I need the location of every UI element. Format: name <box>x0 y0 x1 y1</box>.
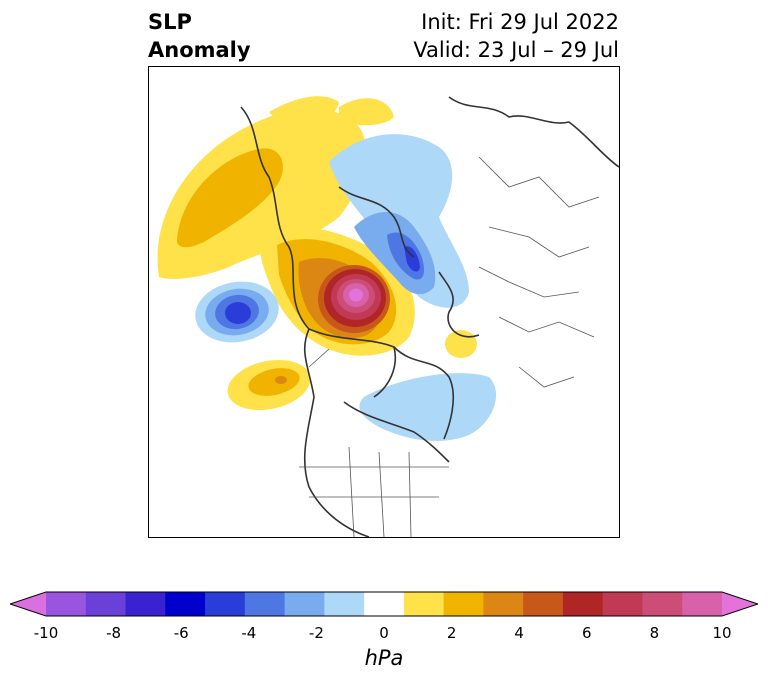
colorbar-tick-label: -8 <box>106 624 122 642</box>
colorbar-tick-label: -6 <box>173 624 189 642</box>
title-left: SLP Anomaly <box>148 8 251 64</box>
title-right: Init: Fri 29 Jul 2022 Valid: 23 Jul – 29… <box>413 8 619 64</box>
colorbar-cell <box>324 592 365 616</box>
anomaly-positive-atlantic-small <box>445 330 477 358</box>
coastlines <box>240 96 619 537</box>
colorbar-tick-label: 4 <box>514 624 524 642</box>
anomaly-negative-barents <box>329 134 469 308</box>
title-left-line2: Anomaly <box>148 38 251 62</box>
colorbar-cell <box>602 592 643 616</box>
colorbar-cell <box>562 592 604 616</box>
colorbar-cell <box>205 592 246 616</box>
colorbar-tick-label: 0 <box>379 624 389 642</box>
colorbar-cell <box>642 592 683 616</box>
colorbar-cell <box>284 592 325 616</box>
colorbar-outline <box>10 591 758 617</box>
slp-anomaly-map <box>157 96 619 537</box>
title-right-line1: Init: Fri 29 Jul 2022 <box>421 10 619 34</box>
colorbar-cell <box>523 592 564 616</box>
colorbar-tick-label: -4 <box>241 624 257 642</box>
colorbar-cell <box>85 592 127 616</box>
colorbar-tick-label: 6 <box>582 624 592 642</box>
colorbar-cell <box>244 592 286 616</box>
anomaly-positive-arctic-high <box>260 227 415 356</box>
title-left-line1: SLP <box>148 10 192 34</box>
title-right-line2: Valid: 23 Jul – 29 Jul <box>413 38 619 62</box>
colorbar-tick-label: -2 <box>308 624 324 642</box>
colorbar-cell <box>483 592 524 616</box>
colorbar-cell <box>403 592 445 616</box>
colorbar-tick-label: 8 <box>649 624 660 642</box>
colorbar-extend-max <box>722 592 758 616</box>
map-panel <box>148 66 620 538</box>
colorbar-tick-label: 10 <box>712 624 732 642</box>
anomaly-positive-nw-pacific <box>157 96 394 279</box>
colorbar-cell <box>46 592 87 616</box>
anomaly-negative-north-atlantic <box>359 373 497 441</box>
colorbar-cell <box>125 592 166 616</box>
colorbar-cell <box>165 592 206 616</box>
anomaly-positive-eastern-pacific <box>227 359 311 411</box>
political-borders <box>299 156 600 537</box>
colorbar-cell <box>443 592 484 616</box>
colorbar <box>10 591 758 617</box>
colorbar-unit-label: hPa <box>364 646 404 670</box>
colorbar-tick-label: 2 <box>446 624 457 642</box>
anomaly-negative-gulf-alaska <box>195 281 279 343</box>
colorbar-cell <box>364 592 405 616</box>
colorbar-extend-min <box>10 592 46 616</box>
colorbar-cell <box>682 592 723 616</box>
colorbar-tick-label: -10 <box>33 624 59 642</box>
